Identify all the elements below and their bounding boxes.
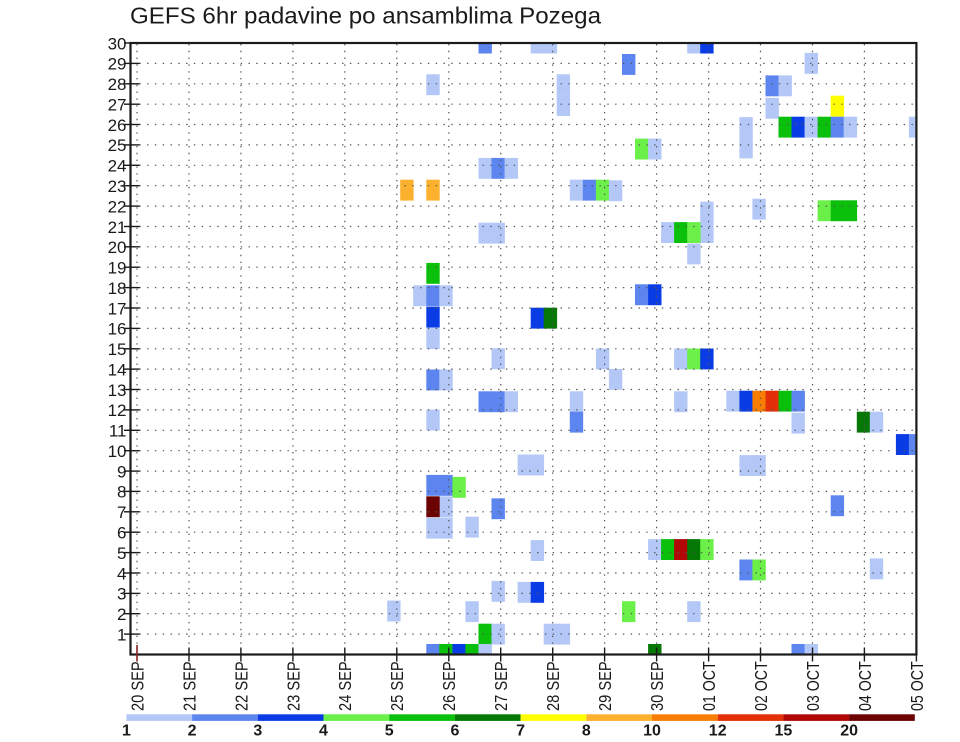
- svg-text:13: 13: [108, 381, 127, 400]
- svg-text:1: 1: [122, 723, 131, 740]
- svg-text:2: 2: [117, 605, 126, 624]
- svg-text:04 OCT: 04 OCT: [855, 661, 875, 711]
- svg-text:15: 15: [775, 723, 793, 740]
- svg-text:02 OCT: 02 OCT: [751, 661, 771, 711]
- svg-text:11: 11: [109, 422, 127, 441]
- svg-text:12: 12: [108, 401, 127, 420]
- svg-text:28 SEP: 28 SEP: [543, 661, 563, 711]
- svg-text:20 SEP: 20 SEP: [127, 661, 147, 711]
- svg-text:2: 2: [188, 723, 197, 740]
- svg-text:25: 25: [108, 136, 127, 155]
- svg-text:22: 22: [108, 197, 127, 216]
- svg-text:5: 5: [117, 544, 126, 563]
- svg-text:18: 18: [108, 279, 127, 298]
- svg-text:01 OCT: 01 OCT: [699, 661, 719, 711]
- svg-text:20: 20: [108, 238, 127, 257]
- svg-text:GEFS 6hr padavine po ansamblim: GEFS 6hr padavine po ansamblima Pozega: [130, 3, 602, 29]
- svg-text:26: 26: [108, 116, 127, 135]
- svg-text:22 SEP: 22 SEP: [231, 661, 251, 711]
- svg-text:23: 23: [108, 177, 127, 196]
- svg-text:6: 6: [117, 524, 126, 543]
- svg-text:21 SEP: 21 SEP: [179, 661, 199, 711]
- svg-text:10: 10: [643, 723, 661, 740]
- svg-text:16: 16: [108, 320, 127, 339]
- svg-text:20: 20: [840, 723, 858, 740]
- svg-text:4: 4: [319, 723, 328, 740]
- svg-text:10: 10: [108, 442, 127, 461]
- svg-text:29: 29: [108, 55, 127, 74]
- svg-text:27 SEP: 27 SEP: [491, 661, 511, 711]
- svg-text:29 SEP: 29 SEP: [595, 661, 615, 711]
- svg-text:14: 14: [108, 360, 127, 379]
- svg-text:6: 6: [450, 723, 459, 740]
- svg-text:15: 15: [108, 340, 127, 359]
- svg-text:5: 5: [385, 723, 394, 740]
- svg-text:8: 8: [582, 723, 591, 740]
- svg-text:24: 24: [108, 157, 127, 176]
- svg-text:7: 7: [117, 503, 126, 522]
- svg-text:3: 3: [253, 723, 262, 740]
- svg-text:3: 3: [117, 585, 126, 604]
- svg-text:7: 7: [516, 723, 525, 740]
- svg-text:1: 1: [117, 625, 126, 644]
- svg-text:03 OCT: 03 OCT: [803, 661, 823, 711]
- svg-text:05 OCT: 05 OCT: [907, 661, 927, 711]
- svg-text:28: 28: [108, 75, 127, 94]
- svg-text:30: 30: [108, 34, 127, 53]
- svg-text:27: 27: [108, 96, 127, 115]
- svg-text:4: 4: [117, 564, 126, 583]
- svg-text:17: 17: [108, 299, 127, 318]
- svg-text:23 SEP: 23 SEP: [283, 661, 303, 711]
- svg-text:9: 9: [117, 462, 126, 481]
- svg-text:21: 21: [108, 218, 127, 237]
- svg-text:26 SEP: 26 SEP: [439, 661, 459, 711]
- svg-text:24 SEP: 24 SEP: [335, 661, 355, 711]
- svg-text:30 SEP: 30 SEP: [647, 661, 667, 711]
- svg-text:12: 12: [709, 723, 727, 740]
- svg-text:19: 19: [108, 259, 127, 278]
- svg-text:25 SEP: 25 SEP: [387, 661, 407, 711]
- svg-text:8: 8: [117, 483, 126, 502]
